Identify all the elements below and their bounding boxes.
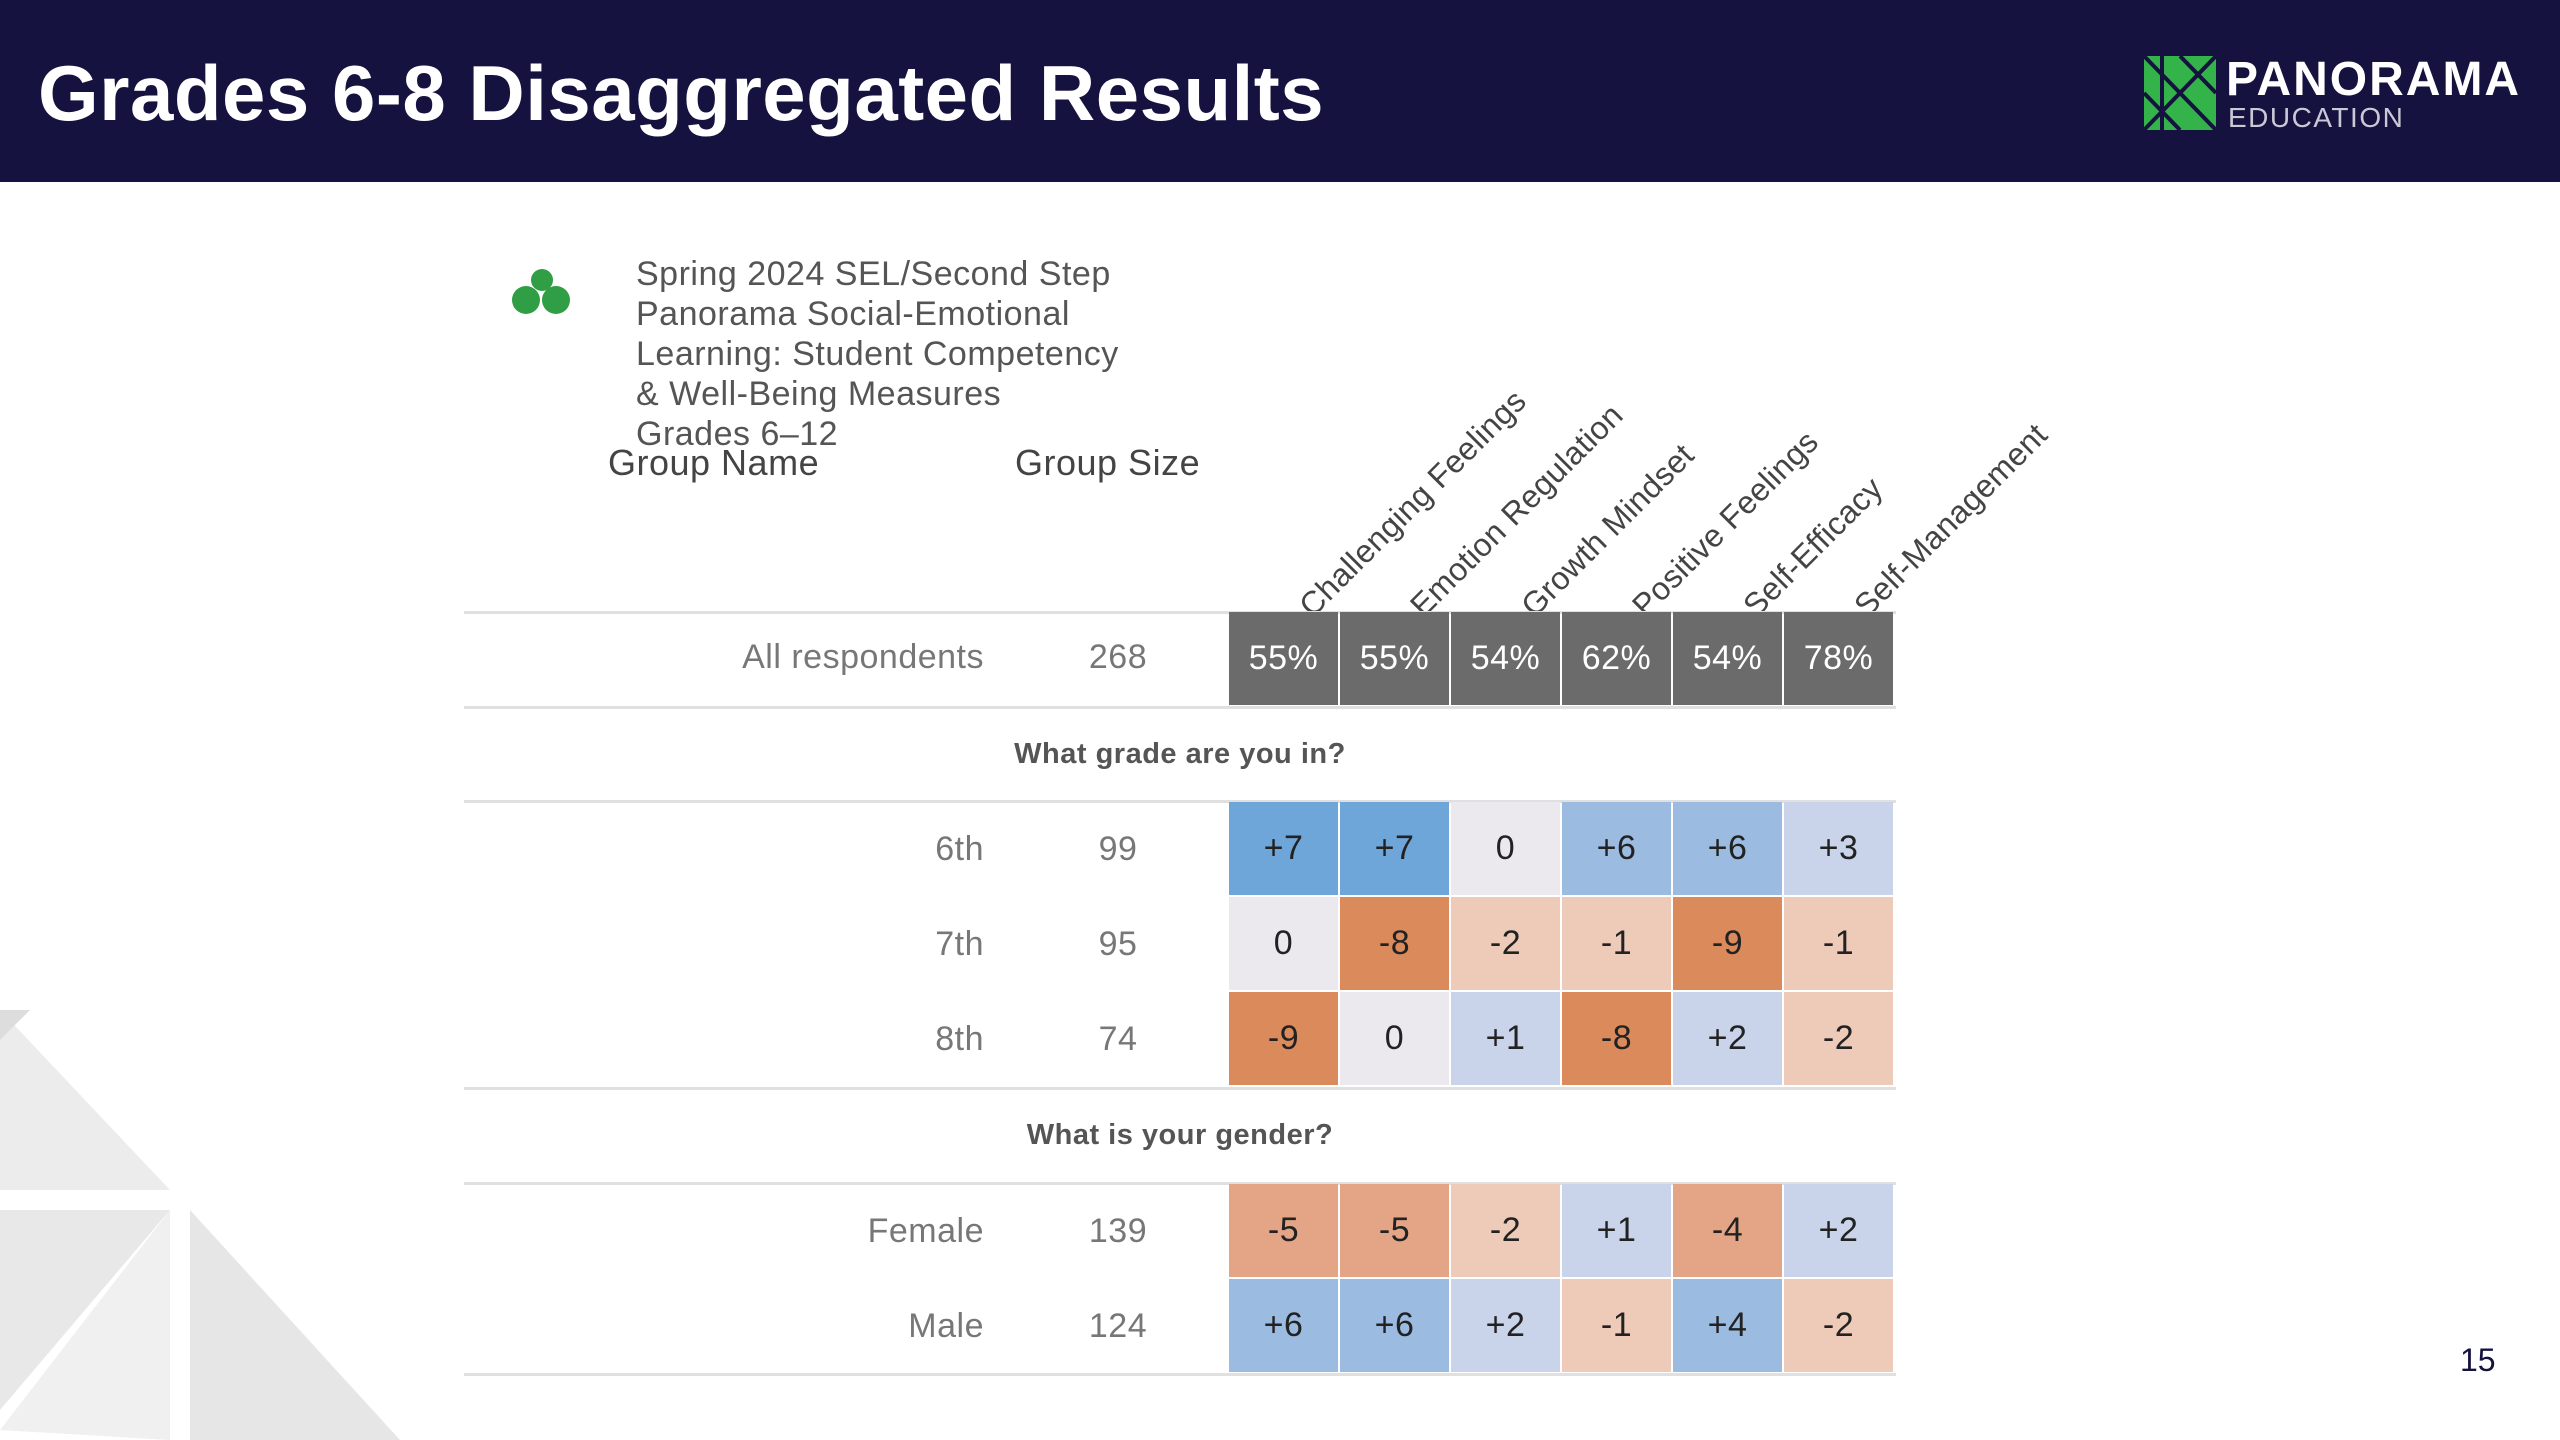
delta-cell: -2 <box>1784 1279 1893 1372</box>
group-name-header: Group Name <box>608 442 820 483</box>
delta-cell: +3 <box>1784 802 1893 895</box>
row-size: 139 <box>1088 1212 1148 1250</box>
survey-title-line: & Well-Being Measures <box>636 375 1002 413</box>
overall-cell: 78% <box>1784 612 1893 705</box>
delta-cell: +6 <box>1673 802 1782 895</box>
survey-title: Spring 2024 SEL/Second Step Panorama Soc… <box>636 254 1236 454</box>
delta-cell: +1 <box>1562 1184 1671 1277</box>
row-size: 95 <box>1098 925 1138 963</box>
slide-header: Grades 6-8 Disaggregated Results PANORAM… <box>0 0 2560 182</box>
survey-title-line: Panorama Social-Emotional <box>636 295 1070 333</box>
measure-label-positive-feelings: Positive Feelings <box>1625 423 1826 624</box>
section-title-gender: What is your gender? <box>1026 1119 1334 1151</box>
delta-cell: +7 <box>1340 802 1449 895</box>
measure-label-emotion-regulation: Emotion Regulation <box>1403 396 1630 624</box>
delta-cell: +2 <box>1673 992 1782 1085</box>
row-label: Male <box>908 1307 984 1345</box>
table-divider <box>464 706 1896 709</box>
overall-cell: 55% <box>1229 612 1338 705</box>
row-label-all-respondents: All respondents <box>742 638 984 676</box>
delta-cell: -2 <box>1451 1184 1560 1277</box>
table-divider <box>464 1373 1896 1376</box>
table-divider <box>464 611 1896 614</box>
delta-cell: -1 <box>1562 1279 1671 1372</box>
overall-cell: 54% <box>1673 612 1782 705</box>
delta-cell: 0 <box>1229 897 1338 990</box>
logo-subtitle: EDUCATION <box>2228 102 2405 133</box>
panorama-dots-icon <box>512 269 570 314</box>
survey-title-line: Grades 6–12 <box>636 415 839 453</box>
overall-cell: 55% <box>1340 612 1449 705</box>
delta-cell: +6 <box>1562 802 1671 895</box>
logo-name: PANORAMA <box>2226 53 2522 106</box>
delta-cell: -9 <box>1673 897 1782 990</box>
slide-title: Grades 6-8 Disaggregated Results <box>38 49 1325 137</box>
delta-cell: 0 <box>1451 802 1560 895</box>
row-label: 6th <box>935 830 984 868</box>
panorama-logo: PANORAMA EDUCATION <box>2140 52 2540 142</box>
delta-cell: -4 <box>1673 1184 1782 1277</box>
row-size: 99 <box>1098 830 1138 868</box>
survey-title-line: Spring 2024 SEL/Second Step <box>636 255 1111 293</box>
table-divider <box>464 800 1896 803</box>
row-label: Female <box>867 1212 984 1250</box>
delta-cell: +2 <box>1451 1279 1560 1372</box>
panorama-logo-icon <box>2144 56 2216 130</box>
delta-cell: -8 <box>1340 897 1449 990</box>
delta-cell: -1 <box>1784 897 1893 990</box>
row-label: 7th <box>935 925 984 963</box>
row-label: 8th <box>935 1020 984 1058</box>
delta-cell: 0 <box>1340 992 1449 1085</box>
row-size: 124 <box>1088 1307 1148 1345</box>
delta-cell: -2 <box>1784 992 1893 1085</box>
row-size: 74 <box>1098 1020 1138 1058</box>
measure-label-self-management: Self-Management <box>1847 416 2055 624</box>
delta-cell: -2 <box>1451 897 1560 990</box>
delta-cell: -9 <box>1229 992 1338 1085</box>
row-size-all-respondents: 268 <box>1088 638 1148 676</box>
page-number: 15 <box>2460 1342 2496 1378</box>
overall-cell: 54% <box>1451 612 1560 705</box>
delta-cell: -8 <box>1562 992 1671 1085</box>
delta-cell: +6 <box>1340 1279 1449 1372</box>
delta-cell: +4 <box>1673 1279 1782 1372</box>
decorative-triangles <box>0 1010 400 1440</box>
section-title-grade: What grade are you in? <box>1014 738 1346 770</box>
table-divider <box>464 1087 1896 1090</box>
overall-cell: 62% <box>1562 612 1671 705</box>
group-size-header: Group Size <box>1015 442 1201 483</box>
delta-cell: -5 <box>1229 1184 1338 1277</box>
delta-cell: +1 <box>1451 992 1560 1085</box>
table-divider <box>464 1182 1896 1185</box>
delta-cell: -1 <box>1562 897 1671 990</box>
delta-cell: -5 <box>1340 1184 1449 1277</box>
delta-cell: +7 <box>1229 802 1338 895</box>
delta-cell: +2 <box>1784 1184 1893 1277</box>
survey-title-line: Learning: Student Competency <box>636 335 1119 373</box>
delta-cell: +6 <box>1229 1279 1338 1372</box>
